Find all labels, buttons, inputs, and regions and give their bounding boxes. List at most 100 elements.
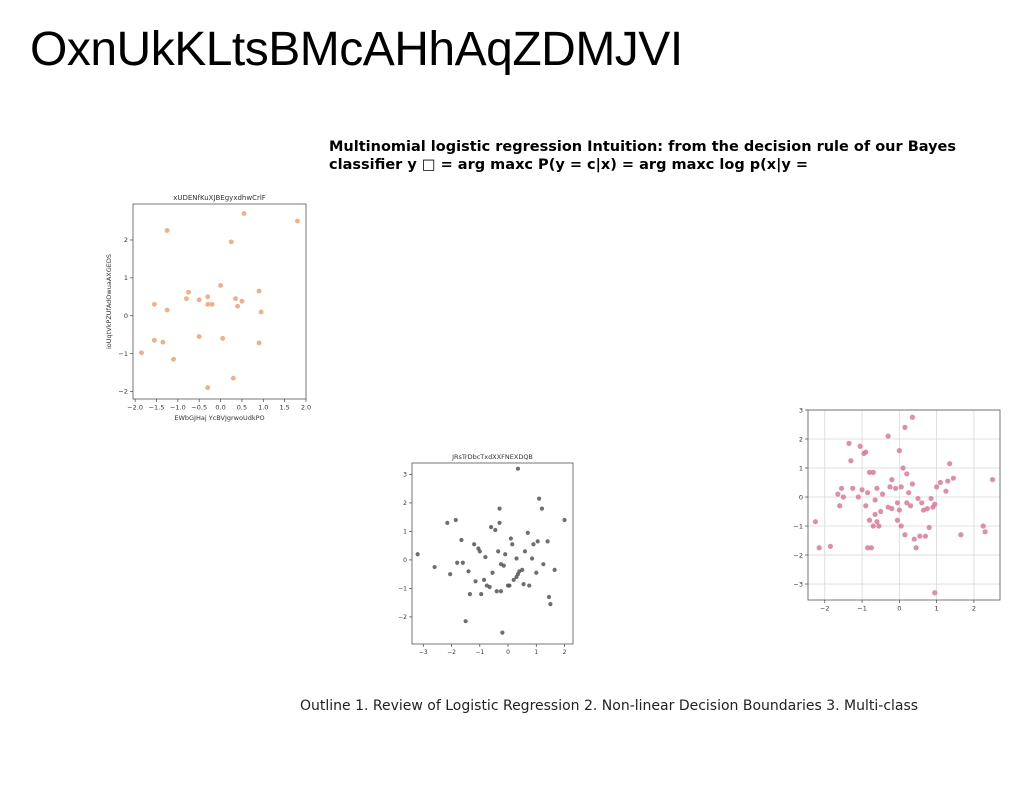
scatter-point [295,218,300,224]
scatter-point [488,525,494,530]
scatter-point [529,556,535,561]
y-axis-label: ioUqtVkPZUfAdOwuaAXGEDS [105,254,113,349]
scatter-point [258,309,264,315]
scatter-point [448,572,453,577]
scatter-point [235,303,241,309]
scatter-point [917,533,923,539]
y-tick-label: 0 [799,493,803,501]
scatter-point [164,228,170,233]
scatter-point [498,589,504,594]
scatter-point [907,503,914,509]
scatter-point [932,590,938,596]
y-tick-label: 3 [799,406,803,414]
x-tick-label: 1 [534,649,538,656]
scatter-point [432,564,437,570]
scatter-point [531,542,536,547]
x-tick-label: −3 [419,649,428,656]
scatter-point [919,500,925,506]
scatter-point [812,519,819,525]
scatter-point [521,582,526,587]
scatter-point [239,298,245,304]
scatter-point [926,524,932,531]
scatter-point [896,507,902,513]
scatter-point [171,356,176,362]
x-tick-label: −1.5 [149,404,165,412]
scatter-point [879,491,886,497]
x-tick-label: 0 [506,649,510,656]
scatter-point [535,539,540,544]
scatter-point [525,530,530,535]
scatter-point [909,481,915,487]
scatter-point [989,477,996,483]
scatter-point [445,520,450,525]
y-tick-label: −1 [793,522,803,530]
x-tick-label: −2 [447,649,456,656]
scatter-point [256,340,262,346]
x-tick-label: −2.0 [127,404,143,412]
x-tick-label: −1.0 [170,404,186,412]
scatter-point [205,385,211,391]
scatter-point [477,549,482,554]
scatter-point [160,339,166,345]
scatter-point [900,465,906,471]
y-tick-label: −2 [793,551,803,559]
scatter-point [467,592,473,597]
y-tick-label: −1 [398,586,407,593]
scatter-point [945,478,951,484]
scatter-point [894,517,901,523]
scatter-point [466,569,471,574]
scatter-point [497,520,502,525]
scatter-point [151,337,157,343]
x-tick-label: −1 [857,605,867,613]
scatter-point [846,440,852,446]
scatter-point [885,433,891,439]
x-tick-label: 2.0 [301,404,311,412]
scatter-point [183,296,189,302]
y-tick-label: 1 [403,529,407,536]
plot-frame [132,203,307,400]
scatter-point [459,537,464,543]
scatter-point [218,283,223,288]
scatter-point [863,449,869,455]
scatter-point [887,484,893,490]
scatter-point [889,477,895,483]
scatter-point [527,583,532,588]
scatter-point [539,506,545,511]
scatter-point [522,549,528,554]
x-tick-label: 2 [972,605,976,613]
x-tick-label: 1 [935,605,939,613]
plot-frame [807,409,1001,601]
x-tick-label: −2 [820,605,830,613]
scatter-chart-pink: −2 −1 0 1 2 −3 −2 −1 0 1 2 3 [793,406,1001,613]
scatter-point [896,448,902,454]
scatter-point [455,560,460,565]
scatter-point [256,288,262,294]
scatter-point [151,301,157,307]
scatter-point [857,443,863,449]
scatter-point [909,414,915,420]
scatter-point [840,494,847,500]
scatter-point [496,549,501,554]
scatter-point [902,532,908,538]
slide-title: OxnUkKLtsBMcAHhAqZDMJVI [30,23,683,76]
scatter-point [545,539,550,544]
outline-text: Outline 1. Review of Logistic Regression… [300,698,919,714]
scatter-point [463,619,468,624]
scatter-point [493,527,498,533]
scatter-point [541,562,546,567]
scatter-point [889,506,895,512]
y-tick-label: 1 [124,274,128,282]
x-tick-label: −0.5 [191,404,207,412]
scatter-point [483,554,488,560]
scatter-point [510,542,515,547]
scatter-point [503,552,508,557]
scatter-point [453,517,458,523]
scatter-point [980,523,986,529]
scatter-point [898,523,904,529]
scatter-point [872,497,878,503]
scatter-point [473,579,478,584]
scatter-point [915,495,921,502]
scatter-point [947,461,953,467]
scatter-point [494,589,499,594]
scatter-point [870,469,876,475]
